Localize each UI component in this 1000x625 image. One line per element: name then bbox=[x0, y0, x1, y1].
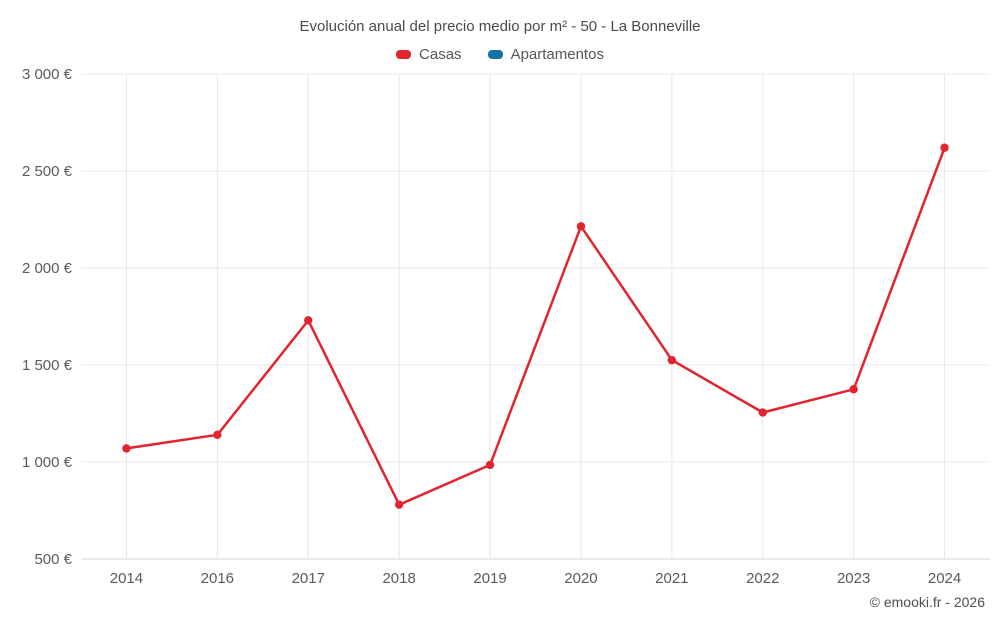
legend-label-apartamentos: Apartamentos bbox=[510, 46, 604, 63]
casas-point-2022[interactable] bbox=[758, 408, 767, 417]
legend-item-casas[interactable]: Casas bbox=[396, 46, 462, 63]
casas-point-2021[interactable] bbox=[667, 355, 677, 365]
x-tick-label-2023: 2023 bbox=[837, 570, 870, 587]
legend-label-casas: Casas bbox=[419, 46, 462, 63]
x-tick-label-2020: 2020 bbox=[564, 570, 597, 587]
casas-line bbox=[125, 146, 946, 506]
x-tick-label-2021: 2021 bbox=[655, 570, 688, 587]
footer-credit: © emooki.fr - 2026 bbox=[869, 594, 985, 610]
casas-point-2017[interactable] bbox=[304, 316, 313, 325]
casas-point-2018[interactable] bbox=[394, 500, 404, 509]
x-tick-label-2016: 2016 bbox=[201, 570, 234, 587]
y-tick-label: 3 000 € bbox=[22, 66, 73, 83]
y-tick-label: 500 € bbox=[34, 551, 72, 568]
y-tick-label: 1 500 € bbox=[22, 357, 73, 374]
x-tick-label-2018: 2018 bbox=[382, 570, 415, 587]
casas-swatch-icon bbox=[396, 50, 412, 59]
casas-point-2019[interactable] bbox=[485, 460, 495, 470]
apartamentos-swatch-icon bbox=[487, 50, 503, 59]
x-tick-label-2019: 2019 bbox=[473, 570, 506, 587]
casas-point-2014[interactable] bbox=[122, 444, 131, 453]
casas-point-2023[interactable] bbox=[849, 385, 858, 394]
casas-point-2020[interactable] bbox=[576, 222, 586, 231]
x-tick-label-2014: 2014 bbox=[110, 570, 143, 587]
casas-point-2016[interactable] bbox=[213, 430, 222, 440]
y-tick-label: 2 500 € bbox=[22, 163, 73, 180]
casas-point-2024[interactable] bbox=[940, 143, 949, 152]
legend-item-apartamentos[interactable]: Apartamentos bbox=[487, 46, 604, 63]
x-tick-label-2024: 2024 bbox=[928, 570, 961, 587]
x-tick-label-2022: 2022 bbox=[746, 570, 779, 587]
y-tick-label: 1 000 € bbox=[22, 454, 73, 471]
chart-title: Evolución anual del precio medio por m² … bbox=[299, 18, 701, 35]
y-tick-label: 2 000 € bbox=[22, 260, 73, 277]
x-tick-label-2017: 2017 bbox=[292, 570, 325, 587]
chart-legend: Casas Apartamentos bbox=[0, 46, 1000, 63]
